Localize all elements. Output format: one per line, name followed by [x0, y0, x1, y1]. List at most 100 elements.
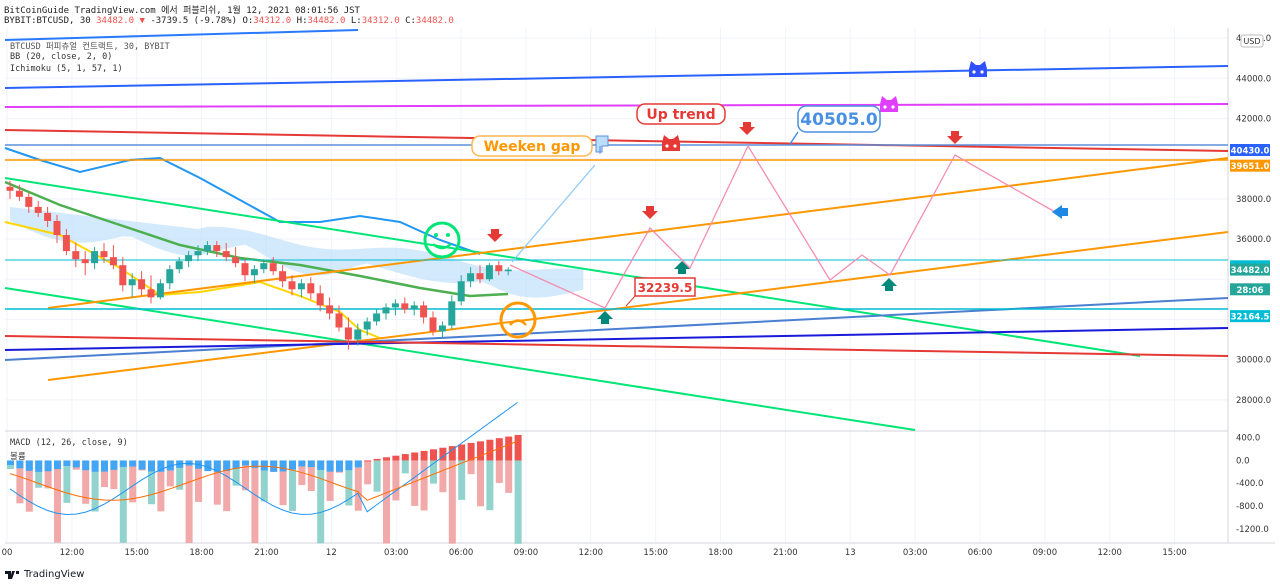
up-trend-label-box — [636, 103, 726, 125]
volume-bar — [63, 460, 71, 503]
macd-histogram-bar — [514, 434, 522, 461]
price-tick-label: 42000.0 — [1236, 114, 1271, 124]
low-value: 34312.0 — [361, 16, 400, 26]
macd-histogram-bar — [223, 460, 231, 471]
volume-bar — [354, 460, 362, 511]
time-tick-label: 12:00 — [579, 548, 604, 558]
time-tick-label: 15:00 — [643, 548, 668, 558]
volume-bar — [54, 460, 61, 543]
macd-histogram-bar — [439, 447, 447, 461]
trend-line-blue-upper — [4, 29, 359, 41]
trend-line-green-upper — [4, 177, 1141, 357]
candle-body — [34, 206, 42, 213]
icon-eye — [665, 144, 669, 148]
volume-bar — [458, 460, 466, 500]
macd-histogram-bar — [148, 460, 155, 472]
volume-bar — [364, 460, 372, 485]
volume-bar — [82, 460, 90, 504]
candle-body — [401, 303, 409, 310]
volume-bar — [166, 460, 174, 487]
target-pointer — [789, 131, 799, 145]
macd-histogram-bar — [63, 460, 71, 466]
macd-histogram-bar — [467, 442, 475, 461]
candle-body — [147, 289, 155, 298]
candle-body — [363, 321, 371, 330]
macd-histogram-bar — [101, 460, 108, 472]
macd-histogram-bar — [110, 460, 118, 470]
candle-body — [166, 269, 174, 284]
volume-bar — [101, 460, 108, 488]
price-tag — [1230, 283, 1270, 296]
macd-histogram-bar — [364, 460, 372, 462]
support-pointer — [625, 295, 636, 307]
volume-bar — [448, 460, 456, 544]
macd-histogram-bar — [307, 460, 315, 467]
time-tick-label: 00 — [2, 548, 13, 558]
trend-line-red-bottom — [4, 335, 1229, 357]
time-tick-label: 12:00 — [1097, 548, 1122, 558]
volume-bar — [35, 460, 43, 488]
macd-histogram-bar — [260, 460, 268, 471]
candle-body — [222, 251, 230, 258]
sell-arrow-icon — [642, 206, 658, 219]
macd-histogram-bar — [129, 460, 137, 467]
candle-body — [344, 327, 352, 340]
sad-face-mouth — [509, 319, 527, 326]
indicator-macd[interactable]: MACD (12, 26, close, 9) — [10, 438, 128, 448]
candle-body — [326, 305, 334, 314]
candle-body — [335, 313, 343, 328]
macd-histogram-bar — [138, 460, 146, 470]
publish-info: BitCoinGuide TradingView.com 에서 퍼블리쉬, 1월… — [4, 6, 360, 16]
up-trend-label: Up trend — [646, 107, 715, 123]
price-tick-label: 44000.0 — [1236, 74, 1271, 84]
candle-body — [62, 235, 70, 252]
price-tick-label: 36000.0 — [1236, 235, 1271, 245]
smiley-mouth — [432, 243, 452, 250]
hand-icon — [595, 135, 609, 154]
low-label: L: — [350, 16, 362, 26]
volume-bar — [195, 460, 202, 502]
ohlc-line: BYBIT:BTCUSD, 30 34482.0 ▼ -3739.5 (-9.7… — [4, 16, 454, 26]
macd-histogram-bar — [270, 460, 278, 472]
macd-histogram-bar — [336, 460, 343, 472]
trend-line-magenta — [4, 103, 1229, 108]
trend-line-green-lower — [4, 287, 916, 431]
candle-body — [250, 269, 258, 276]
trend-line-navy — [4, 327, 1229, 351]
macd-histogram-bar — [411, 452, 419, 461]
buy-arrow-icon — [597, 311, 613, 324]
candle-body — [25, 196, 33, 207]
volume-bar — [514, 460, 522, 544]
candle-body — [420, 305, 428, 318]
open-label: O: — [242, 16, 254, 26]
macd-histogram-bar — [44, 460, 52, 472]
price-tag — [1230, 310, 1270, 323]
macd-histogram-bar — [91, 460, 99, 472]
smiley-icon — [423, 221, 461, 259]
volume-bar — [401, 460, 409, 474]
price-tag — [1230, 144, 1270, 157]
indicator-ichimoku[interactable]: Ichimoku (5, 1, 57, 1) — [10, 64, 123, 74]
volume-bar — [373, 460, 381, 492]
macd-histogram-bar — [7, 460, 14, 466]
time-tick-label: 09:00 — [514, 548, 539, 558]
volume-bar — [430, 460, 437, 484]
bb-middle-band — [4, 180, 509, 298]
indicator-bb[interactable]: BB (20, close, 2, 0) — [10, 52, 113, 62]
buy-arrow-icon — [881, 278, 897, 291]
volume-bar — [467, 460, 475, 475]
trend-line-orange-lower — [47, 231, 1229, 381]
macd-histogram-bar — [242, 460, 249, 466]
macd-histogram-bar — [420, 450, 428, 461]
time-tick-label: 06:00 — [968, 548, 993, 558]
volume-bar — [185, 460, 193, 543]
currency-badge — [1240, 34, 1264, 48]
indicator-main[interactable]: BTCUSD 퍼피츄얼 컨트랙트, 30, BYBIT — [10, 42, 170, 52]
icon-eye — [883, 105, 887, 109]
macd-histogram-bar — [486, 439, 494, 461]
weeken-gap-label: Weeken gap — [484, 139, 581, 155]
candle-body — [373, 313, 381, 322]
footer[interactable]: TradingView — [4, 569, 84, 580]
